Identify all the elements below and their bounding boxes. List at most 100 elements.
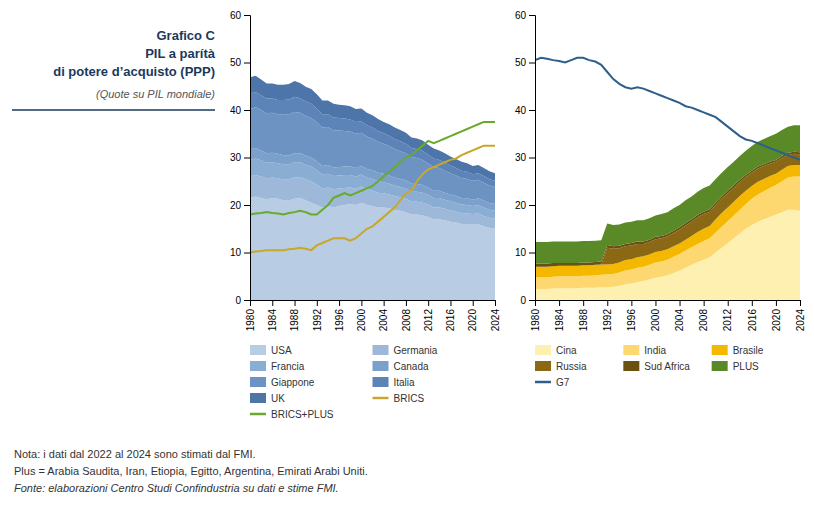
legend-label: BRICS+PLUS xyxy=(271,409,334,420)
x-tick: 1984 xyxy=(267,300,278,331)
x-tick-mark xyxy=(631,300,632,306)
axis-line xyxy=(251,301,496,307)
chart-root: Grafico CPIL a parítàdi potere d’acquist… xyxy=(0,0,814,511)
title-rule xyxy=(12,109,215,111)
legend-label: PLUS xyxy=(733,361,759,372)
y-tick: 10 xyxy=(515,247,535,258)
legend-swatch xyxy=(373,397,389,400)
x-tick-label: 1988 xyxy=(578,309,589,332)
x-tick: 1988 xyxy=(289,300,300,331)
legend-swatch xyxy=(712,345,728,355)
x-tick-label: 1984 xyxy=(554,309,565,332)
legend-swatch xyxy=(623,361,639,371)
legend-swatch xyxy=(623,345,639,355)
y-axis: 0 10 20 30 40 50 60 xyxy=(515,10,536,306)
y-tick-label: 0 xyxy=(520,295,526,306)
y-tick: 20 xyxy=(230,200,250,211)
x-tick-mark xyxy=(428,300,429,306)
title: PIL a parítà xyxy=(145,46,216,61)
x-tick: 1992 xyxy=(312,300,323,331)
legend-swatch xyxy=(712,361,728,371)
y-tick-label: 60 xyxy=(515,10,527,21)
y-tick: 60 xyxy=(230,10,250,21)
y-tick-label: 30 xyxy=(230,152,242,163)
legend-item: Brasile xyxy=(712,345,764,356)
x-tick-label: 2016 xyxy=(445,309,456,332)
area xyxy=(535,125,800,263)
x-axis: 1980198419881992199620002004200820122016… xyxy=(245,300,501,331)
x-tick-label: 1996 xyxy=(626,309,637,332)
legend-swatch xyxy=(373,345,389,355)
legend-item: BRICS xyxy=(373,393,425,404)
x-tick: 1980 xyxy=(530,300,541,331)
y-tick-mark xyxy=(529,158,535,159)
y-tick-label: 30 xyxy=(515,152,527,163)
x-tick-mark xyxy=(704,300,705,306)
y-tick-mark xyxy=(244,63,250,64)
x-tick-mark xyxy=(495,300,496,306)
legend-swatch xyxy=(373,361,389,371)
y-tick-mark xyxy=(529,110,535,111)
x-tick: 2008 xyxy=(698,300,709,331)
x-tick-mark xyxy=(752,300,753,306)
y-axis: 0102030405060 xyxy=(230,10,251,306)
x-tick-label: 2024 xyxy=(795,309,806,332)
axis-line xyxy=(536,301,801,307)
y-tick-label: 40 xyxy=(515,105,527,116)
legend-swatch xyxy=(250,377,266,387)
marks xyxy=(250,76,495,300)
x-tick: 1988 xyxy=(578,300,589,331)
x-tick-label: 1980 xyxy=(245,309,256,332)
line xyxy=(250,122,495,215)
y-tick-mark xyxy=(244,300,250,301)
legend-label: USA xyxy=(271,345,292,356)
legend-label: Canada xyxy=(394,361,429,372)
x-tick: 2024 xyxy=(795,300,806,331)
x-tick-mark xyxy=(272,300,273,306)
y-tick-label: 50 xyxy=(515,57,527,68)
x-tick: 2000 xyxy=(650,300,661,331)
legend-label: G7 xyxy=(556,377,570,388)
y-tick-mark xyxy=(244,158,250,159)
x-tick-mark xyxy=(384,300,385,306)
panel: 1980198419881992199620002004200820122016… xyxy=(230,10,501,332)
x-tick-mark xyxy=(450,300,451,306)
y-tick-label: 60 xyxy=(230,10,242,21)
x-tick-label: 1988 xyxy=(289,309,300,332)
y-tick-label: 20 xyxy=(515,200,527,211)
x-tick-label: 2000 xyxy=(356,309,367,332)
x-tick-label: 2020 xyxy=(771,309,782,332)
legend-item: BRICS+PLUS xyxy=(250,409,334,420)
x-tick-label: 1992 xyxy=(602,309,613,332)
x-tick-mark xyxy=(339,300,340,306)
x-tick-label: 2024 xyxy=(490,309,501,332)
legend-label: Italia xyxy=(394,377,416,388)
y-tick: 0 xyxy=(235,295,250,306)
x-tick-mark xyxy=(406,300,407,306)
x-tick: 2004 xyxy=(674,300,685,331)
x-tick-mark xyxy=(607,300,608,306)
y-tick: 0 xyxy=(520,295,535,306)
y-tick-mark xyxy=(529,300,535,301)
y-tick-mark xyxy=(244,253,250,254)
x-tick-mark xyxy=(295,300,296,306)
legend-item: Germania xyxy=(373,345,438,356)
x-tick-mark xyxy=(317,300,318,306)
legend-swatch xyxy=(535,381,551,384)
marks xyxy=(535,58,800,300)
subtitle: (Quote su PIL mondiale) xyxy=(96,88,215,100)
x-tick-mark xyxy=(728,300,729,306)
legend: CinaIndiaBrasileRussiaSud AfricaPLUSG7 xyxy=(535,345,764,388)
legend-label: BRICS xyxy=(394,393,425,404)
x-tick-label: 2004 xyxy=(674,309,685,332)
y-tick-label: 20 xyxy=(230,200,242,211)
y-tick-mark xyxy=(529,15,535,16)
area xyxy=(250,76,495,181)
x-tick: 2020 xyxy=(771,300,782,331)
area xyxy=(250,92,495,187)
x-tick-label: 1984 xyxy=(267,309,278,332)
legend-item: Francia xyxy=(250,361,305,372)
x-tick: 2024 xyxy=(490,300,501,331)
x-tick-mark xyxy=(361,300,362,306)
x-tick-label: 1980 xyxy=(530,309,541,332)
